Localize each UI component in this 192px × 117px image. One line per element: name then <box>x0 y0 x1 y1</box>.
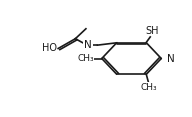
Text: SH: SH <box>145 26 159 36</box>
Text: HO: HO <box>42 43 57 53</box>
Text: N: N <box>84 40 92 50</box>
Text: CH₃: CH₃ <box>77 54 94 63</box>
Text: CH₃: CH₃ <box>140 83 157 92</box>
Text: N: N <box>167 53 175 64</box>
